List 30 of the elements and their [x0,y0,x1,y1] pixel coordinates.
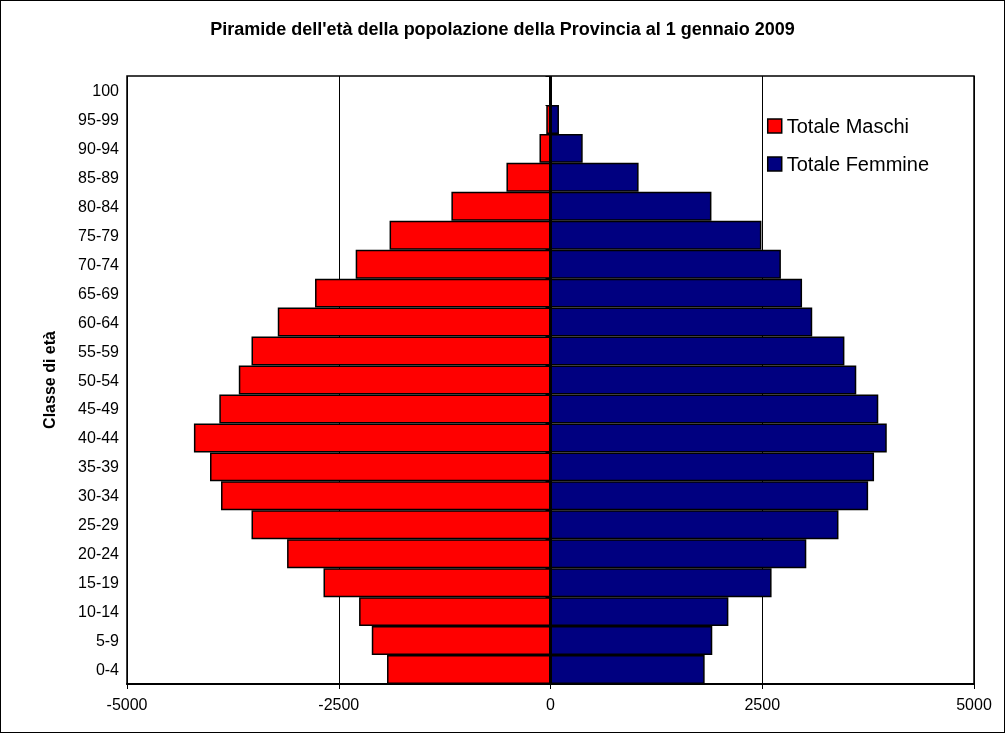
chart-title: Piramide dell'età della popolazione della Provincia al 1 gennaio 2009 [210,19,795,39]
y-tick-label: 30-34 [78,487,120,505]
y-tick-label: 65-69 [78,284,120,302]
y-tick-label: 80-84 [78,197,120,215]
x-tick-label: -5000 [106,695,148,713]
y-tick-label: 95-99 [78,110,120,128]
y-axis-title: Classe di età [40,330,58,429]
legend-label: Totale Maschi [786,115,910,137]
y-tick-label: 0-4 [95,661,120,679]
y-tick-label: 85-89 [78,168,120,186]
legend-label: Totale Femmine [786,153,930,175]
y-tick-label: 45-49 [78,400,120,418]
y-tick-label: 25-29 [78,516,120,534]
x-tick-label: -2500 [318,695,360,713]
x-tick-label: 0 [546,695,556,713]
y-tick-label: 15-19 [78,574,120,592]
y-tick-label: 70-74 [78,255,120,273]
y-tick-label: 90-94 [78,139,120,157]
y-tick-label: 10-14 [78,603,120,621]
y-tick-label: 20-24 [78,545,120,563]
y-tick-label: 50-54 [78,371,120,389]
y-tick-label: 60-64 [78,313,120,331]
x-tick-label: 2500 [744,695,781,713]
y-tick-label: 5-9 [95,632,120,650]
y-tick-label: 75-79 [78,226,120,244]
y-tick-label: 55-59 [78,342,120,360]
y-tick-label: 40-44 [78,429,120,447]
y-tick-label: 100 [92,81,120,99]
x-tick-label: 5000 [956,695,992,713]
y-tick-label: 35-39 [78,458,120,476]
